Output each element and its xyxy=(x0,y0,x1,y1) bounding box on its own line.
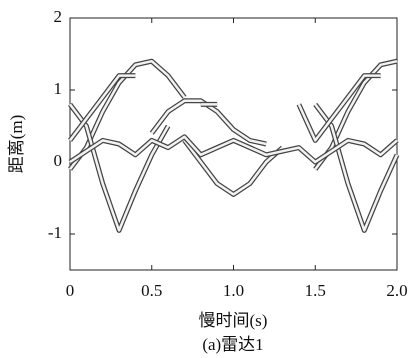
trace-outline xyxy=(184,140,282,194)
x-axis-label: 慢时间(s) xyxy=(199,310,268,330)
x-tick-label: 0.5 xyxy=(141,281,162,300)
y-axis-label: 距离(m) xyxy=(7,115,26,174)
x-tick-label: 2.0 xyxy=(386,281,407,300)
y-tick-label: 0 xyxy=(54,151,63,170)
trace xyxy=(184,140,282,194)
trace-outline xyxy=(70,104,397,230)
y-tick-label: 2 xyxy=(54,7,63,26)
y-tick-label: 1 xyxy=(54,79,63,98)
y-tick-label: -1 xyxy=(48,223,62,242)
caption: (a)雷达1 xyxy=(202,335,263,354)
x-tick-label: 1.5 xyxy=(305,281,326,300)
x-tick-label: 1.0 xyxy=(223,281,244,300)
trace xyxy=(70,137,397,162)
trace xyxy=(70,104,397,230)
x-tick-label: 0 xyxy=(66,281,75,300)
chart: 慢时间(s) (a)雷达1 距离(m) 0 0.5 1.0 1.5 2.0 -1 0 1 2 xyxy=(0,0,410,358)
